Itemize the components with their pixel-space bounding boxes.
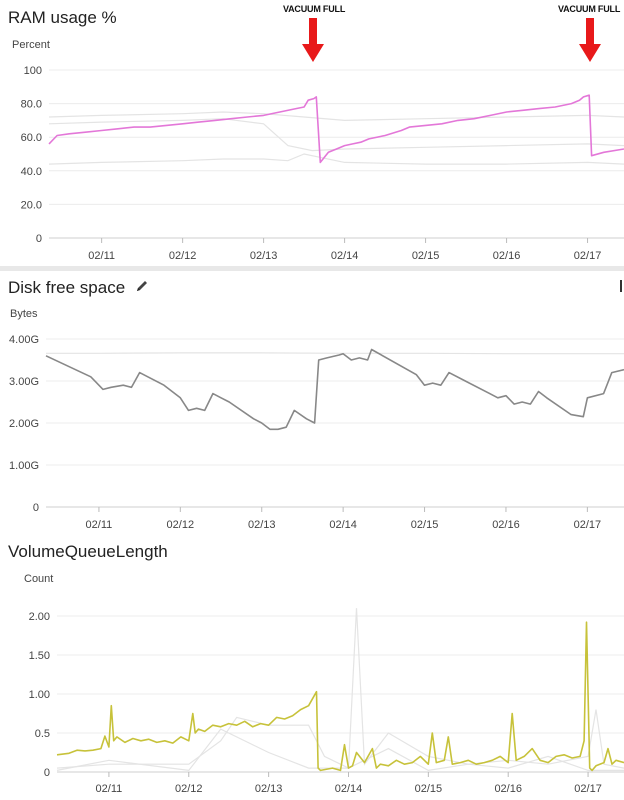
x-tick-label: 02/17 xyxy=(574,519,602,531)
series-line[interactable] xyxy=(45,348,624,431)
series-line[interactable] xyxy=(56,621,624,772)
x-tick-label: 02/17 xyxy=(574,783,602,795)
down-arrow-icon xyxy=(302,18,324,62)
x-tick-label: 02/11 xyxy=(96,783,123,795)
y-tick-label: 0 xyxy=(44,767,50,779)
background-series-line xyxy=(48,118,624,152)
y-tick-label: 0 xyxy=(36,233,42,245)
disk-free-space-chart[interactable]: 0 1.00G 2.00G 3.00G 4.00G 02/11 02/12 02/13 02/1… xyxy=(0,271,624,536)
volume-queue-length-title: VolumeQueueLength xyxy=(8,542,168,561)
disk-free-space-panel: Disk free space Bytes 0 1.00G 2.00G 3.00G 4.… xyxy=(0,271,624,536)
vacuum-full-annotation-2: VACUUM FULL xyxy=(558,4,621,14)
x-tick-label: 02/14 xyxy=(331,250,359,262)
y-tick-label: 20.0 xyxy=(21,199,42,211)
y-tick-label: 3.00G xyxy=(9,376,39,388)
background-series-line xyxy=(56,608,624,770)
y-tick-label: 1.00 xyxy=(29,689,50,701)
x-tick-label: 02/16 xyxy=(494,783,522,795)
x-tick-label: 02/16 xyxy=(493,250,521,262)
disk-free-space-ylabel: Bytes xyxy=(10,308,38,320)
ram-usage-ylabel: Percent xyxy=(12,39,50,51)
x-tick-label: 02/12 xyxy=(169,250,197,262)
y-tick-label: 0.5 xyxy=(35,728,50,740)
y-tick-label: 2.00 xyxy=(29,611,50,623)
volume-queue-length-ylabel: Count xyxy=(24,573,54,585)
x-tick-label: 02/14 xyxy=(335,783,363,795)
y-tick-label: 80.0 xyxy=(21,99,42,111)
x-tick-label: 02/13 xyxy=(250,250,278,262)
panel-divider xyxy=(0,266,624,271)
x-tick-label: 02/17 xyxy=(574,250,602,262)
x-tick-label: 02/11 xyxy=(88,250,115,262)
x-tick-label: 02/12 xyxy=(175,783,203,795)
x-tick-label: 02/16 xyxy=(492,519,520,531)
x-tick-label: 02/13 xyxy=(255,783,283,795)
x-tick-label: 02/14 xyxy=(329,519,357,531)
series-line[interactable] xyxy=(48,94,624,164)
y-tick-label: 40.0 xyxy=(21,166,42,178)
background-series-line xyxy=(46,352,624,355)
ram-usage-chart[interactable]: 0 20.0 40.0 60.0 80.0 100 02/11 02/12 02/13 02/14… xyxy=(0,0,624,268)
background-series-line xyxy=(48,111,624,122)
ram-usage-title: RAM usage % xyxy=(8,8,117,27)
y-tick-label: 60.0 xyxy=(21,132,42,144)
y-tick-label: 1.50 xyxy=(29,650,50,662)
down-arrow-icon xyxy=(579,18,601,62)
y-tick-label: 100 xyxy=(24,65,42,77)
volume-queue-length-chart[interactable]: 0 0.5 1.00 1.50 2.00 02/11 02/12 02/13 02/14 02/1… xyxy=(0,536,624,800)
x-tick-label: 02/12 xyxy=(167,519,195,531)
panel-edge-marker xyxy=(620,280,622,292)
y-tick-label: 1.00G xyxy=(9,460,39,472)
x-tick-label: 02/13 xyxy=(248,519,276,531)
y-tick-label: 2.00G xyxy=(9,418,39,430)
background-series-line xyxy=(56,728,624,772)
x-tick-label: 02/15 xyxy=(415,783,443,795)
vacuum-full-annotation-1: VACUUM FULL xyxy=(283,4,346,14)
ram-usage-panel: RAM usage % Percent 0 20.0 40.0 60.0 80.0 100… xyxy=(0,0,624,268)
edit-pencil-icon[interactable] xyxy=(135,279,149,296)
background-series-line xyxy=(48,153,624,165)
x-tick-label: 02/15 xyxy=(411,519,439,531)
disk-free-space-title: Disk free space xyxy=(8,278,126,297)
y-tick-label: 0 xyxy=(33,502,39,514)
y-tick-label: 4.00G xyxy=(9,334,39,346)
volume-queue-length-panel: VolumeQueueLength Count 0 0.5 1.00 1.50 2.00… xyxy=(0,536,624,800)
x-tick-label: 02/15 xyxy=(412,250,440,262)
x-tick-label: 02/11 xyxy=(86,519,113,531)
